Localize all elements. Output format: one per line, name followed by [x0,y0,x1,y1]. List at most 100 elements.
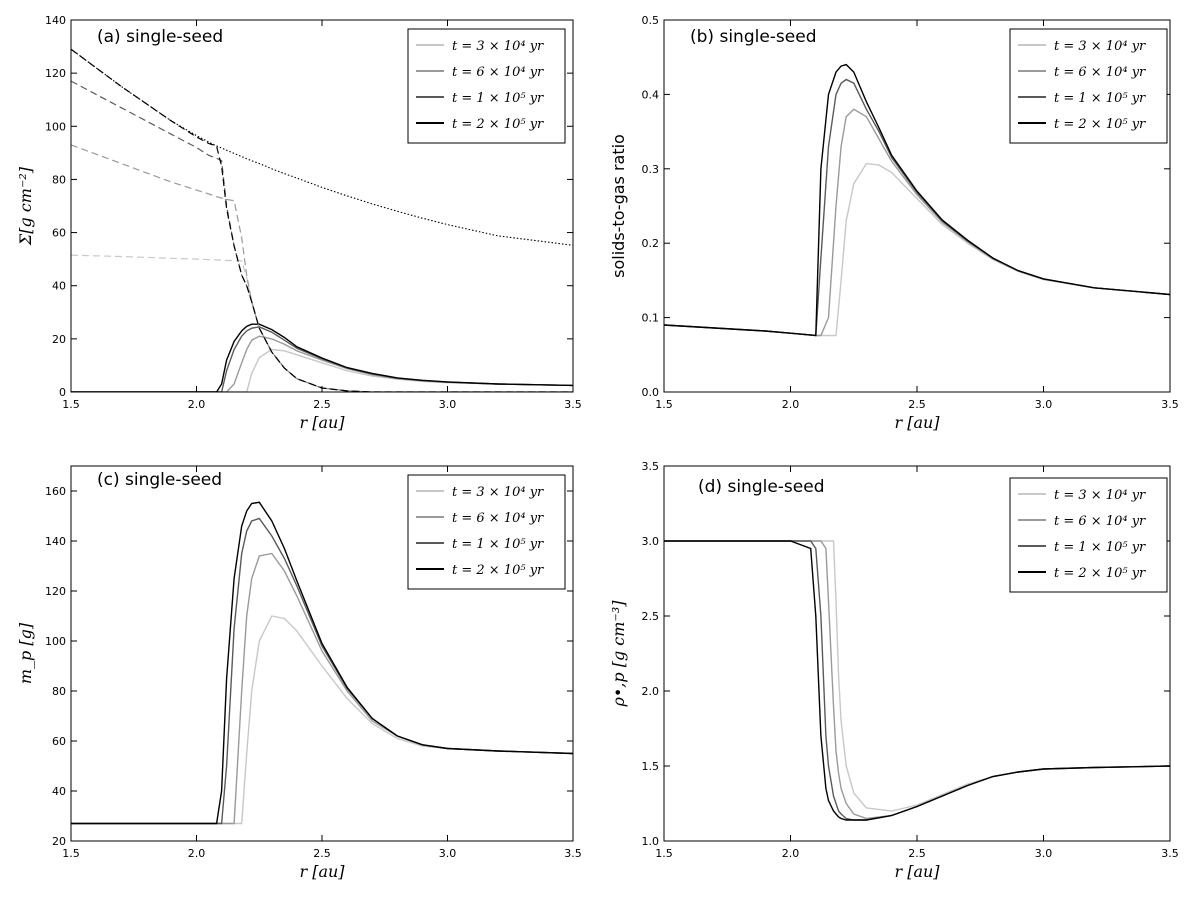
legend: t = 3 × 10⁴ yr t = 6 × 10⁴ yr t = 1 × 10⁵ … [1009,477,1168,593]
x-tick-label: 2.5 [313,398,331,411]
x-tick-label: 3.0 [1035,847,1053,860]
y-tick-label: 3.0 [642,535,660,548]
legend-label: t = 3 × 10⁴ yr [452,39,544,54]
panel-a: 1.5 2.0 2.5 3.0 3.5 0 20 40 60 80 100 120 140 r [au] Σ… [16,14,582,432]
series-group [71,501,573,825]
y-tick-label: 1.5 [642,760,660,773]
y-tick-label: 3.5 [642,460,660,473]
series-line [71,326,573,392]
y-tick-label: 60 [52,735,66,748]
y-tick-label: 100 [45,120,66,133]
series-line [71,323,573,392]
x-tick-label: 3.5 [564,398,582,411]
x-axis-label: r [au] [299,413,345,432]
legend-label: t = 1 × 10⁵ yr [1054,540,1146,555]
y-tick-label: 1.0 [642,835,660,848]
panel-title: (c) single-seed [97,470,222,490]
x-tick-label: 2.0 [188,847,206,860]
series-line [71,48,573,246]
y-tick-label: 0.3 [642,163,660,176]
series-line [71,501,573,825]
y-tick-label: 0.2 [642,237,660,250]
legend-label: t = 1 × 10⁵ yr [452,537,544,552]
y-tick-label: 0.5 [642,14,660,27]
y-tick-label: 80 [52,173,66,186]
series-line [664,63,1170,337]
legend-label: t = 6 × 10⁴ yr [1054,514,1146,529]
y-tick-label: 0.1 [642,312,660,325]
legend-label: t = 1 × 10⁵ yr [452,91,544,106]
y-tick-label: 120 [45,67,66,80]
series-line [664,540,1170,821]
legend-label: t = 3 × 10⁴ yr [1054,39,1146,54]
panel-title: (a) single-seed [97,27,223,47]
y-tick-label: 40 [52,785,66,798]
y-axis-label: m_p [g] [16,622,35,684]
y-tick-label: 140 [45,535,66,548]
y-axis-label: ρ•,p [g cm⁻³] [609,600,628,708]
y-axis-label: Σ[g cm⁻²] [16,166,35,246]
series-line [71,348,573,392]
y-tick-label: 140 [45,14,66,27]
series-line [71,144,573,392]
x-axis-label: r [au] [894,413,940,432]
y-tick-label: 60 [52,227,66,240]
x-tick-label: 3.0 [439,847,457,860]
x-tick-label: 3.0 [439,398,457,411]
x-tick-label: 3.5 [1161,398,1179,411]
y-tick-label: 160 [45,485,66,498]
x-tick-label: 2.5 [908,398,926,411]
x-tick-label: 3.5 [1161,847,1179,860]
x-tick-label: 2.0 [782,847,800,860]
x-tick-label: 2.0 [188,398,206,411]
legend-label: t = 2 × 10⁵ yr [452,563,544,578]
y-tick-label: 40 [52,280,66,293]
legend: t = 3 × 10⁴ yr t = 6 × 10⁴ yr t = 1 × 10⁵ … [1009,28,1168,144]
legend-label: t = 2 × 10⁵ yr [1054,566,1146,581]
y-tick-label: 80 [52,685,66,698]
series-group [664,63,1170,337]
y-tick-label: 20 [52,835,66,848]
series-line [71,552,573,825]
y-tick-label: 0.4 [642,88,660,101]
panel-b: 1.5 2.0 2.5 3.0 3.5 0.0 0.1 0.2 0.3 0.4 0.5 r [au] s… [609,14,1179,432]
legend: t = 3 × 10⁴ yr t = 6 × 10⁴ yr t = 1 × 10⁵ … [407,28,566,144]
y-tick-label: 20 [52,333,66,346]
y-tick-label: 100 [45,635,66,648]
series-group [664,540,1170,821]
y-axis-label: solids-to-gas ratio [609,134,628,278]
legend-label: t = 2 × 10⁵ yr [1054,117,1146,132]
x-tick-label: 2.5 [313,847,331,860]
y-tick-label: 120 [45,585,66,598]
series-group [71,48,573,392]
x-axis-label: r [au] [299,862,345,881]
legend-label: t = 6 × 10⁴ yr [452,65,544,80]
legend-label: t = 6 × 10⁴ yr [1054,65,1146,80]
x-tick-label: 2.0 [782,398,800,411]
x-tick-label: 1.5 [655,398,673,411]
legend-label: t = 2 × 10⁵ yr [452,117,544,132]
legend-label: t = 3 × 10⁴ yr [1054,488,1146,503]
panel-d: 1.5 2.0 2.5 3.0 3.51.01.52.02.53.03.5r [au]ρ… [609,460,1179,881]
x-tick-label: 3.0 [1035,398,1053,411]
series-line [664,162,1170,337]
legend-label: t = 6 × 10⁴ yr [452,511,544,526]
series-line [71,254,573,392]
x-tick-label: 1.5 [655,847,673,860]
y-tick-label: 2.0 [642,685,660,698]
x-tick-label: 3.5 [564,847,582,860]
legend-label: t = 1 × 10⁵ yr [1054,91,1146,106]
y-tick-label: 0 [59,386,66,399]
legend: t = 3 × 10⁴ yr t = 6 × 10⁴ yr t = 1 × 10⁵ … [407,474,566,590]
y-tick-label: 0.0 [642,386,660,399]
series-line [71,80,573,392]
x-axis-label: r [au] [894,862,940,881]
panel-c: 1.5 2.0 2.5 3.0 3.5 20 40 60 80 100 120 140 160 r [au… [16,465,582,881]
x-tick-label: 1.5 [62,847,80,860]
x-tick-label: 2.5 [908,847,926,860]
legend-label: t = 3 × 10⁴ yr [452,485,544,500]
panel-title: (b) single-seed [690,27,817,47]
y-tick-label: 2.5 [642,610,660,623]
panel-title: (d) single-seed [698,477,825,497]
